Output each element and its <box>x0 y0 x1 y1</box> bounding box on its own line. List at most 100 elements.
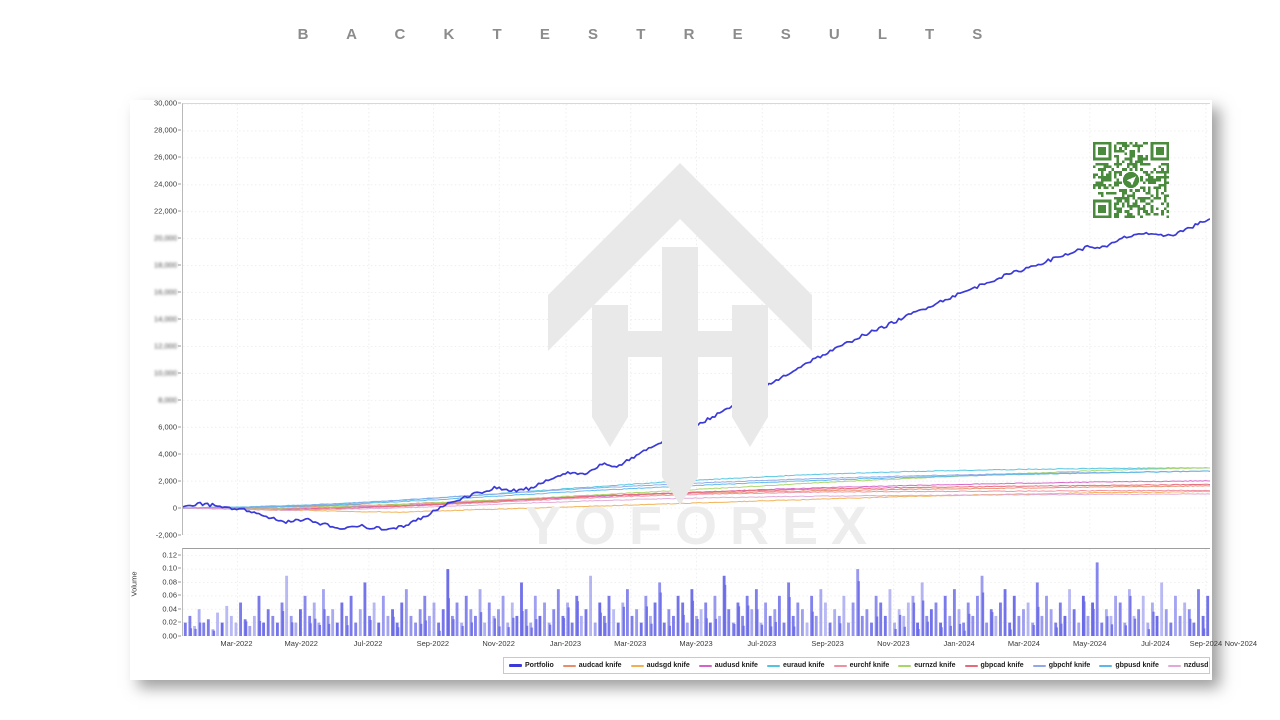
legend-item[interactable]: eurnzd knife <box>898 662 956 669</box>
y-axis-price-ticks: -2,000 0 2,000 4,000 6,000 8,000 10,000 12,000 1… <box>130 99 182 540</box>
legend-label: euraud knife <box>782 662 825 669</box>
y-tick-label: 18,000 <box>154 260 177 270</box>
volume-y-tick-mark <box>178 635 181 637</box>
y-tick-label: 12,000 <box>154 341 177 351</box>
legend-item[interactable]: gbpcad knife <box>964 662 1024 669</box>
y-tick-mark <box>178 183 181 185</box>
y-tick-label: 14,000 <box>154 314 177 324</box>
page-title: B A C K T E S T R E S U L T S <box>297 26 1000 43</box>
legend-item[interactable]: gbpusd knife <box>1099 662 1159 669</box>
x-tick-label: Nov-2023 <box>877 639 910 648</box>
volume-y-tick-label: 0.02 <box>162 617 177 627</box>
equity-curve-svg <box>183 104 1210 535</box>
volume-y-tick-label: 0.08 <box>162 577 177 587</box>
legend-item[interactable]: nzdusd knife <box>1167 662 1209 669</box>
volume-y-tick-mark <box>178 608 181 610</box>
equity-curve-plot <box>182 103 1210 535</box>
volume-y-tick-mark <box>178 554 181 556</box>
y-tick-label: 2,000 <box>158 476 177 486</box>
legend-label: audsgd knife <box>646 662 690 669</box>
y-tick-mark <box>178 102 181 104</box>
x-tick-label: Sep-2022 <box>416 639 450 648</box>
legend-color-swatch <box>1167 664 1181 667</box>
legend-label: audusd knife <box>714 662 758 669</box>
y-tick-label: 6,000 <box>158 422 177 432</box>
legend-color-swatch <box>833 664 847 667</box>
legend-item[interactable]: audsgd knife <box>630 662 690 669</box>
x-tick-label: Sep-2024 <box>1189 639 1223 648</box>
y-tick-label: 30,000 <box>154 98 177 108</box>
x-tick-label: May-2023 <box>679 639 713 648</box>
legend-color-swatch <box>1032 664 1046 667</box>
legend-item[interactable]: Portfolio <box>509 662 554 669</box>
x-tick-label: May-2024 <box>1073 639 1107 648</box>
y-tick-mark <box>178 291 181 293</box>
legend-label: eurnzd knife <box>914 662 956 669</box>
chart-legend[interactable]: Portfolio audcad knife audsgd knife audusd … <box>503 657 1210 674</box>
volume-y-tick-mark <box>178 621 181 623</box>
volume-y-tick-label: 0.12 <box>162 550 177 560</box>
x-tick-label: Mar-2022 <box>220 639 253 648</box>
x-tick-label: Sep-2023 <box>811 639 844 648</box>
y-tick-mark <box>178 210 181 212</box>
y-tick-label: 26,000 <box>154 152 177 162</box>
volume-bars-svg <box>183 549 1210 636</box>
legend-color-swatch <box>698 664 712 667</box>
legend-label: nzdusd knife <box>1183 662 1209 669</box>
y-tick-label: 20,000 <box>154 233 177 243</box>
y-tick-mark <box>178 318 181 320</box>
legend-color-swatch <box>1099 664 1113 667</box>
legend-item[interactable]: audusd knife <box>698 662 758 669</box>
y-tick-label: 24,000 <box>154 179 177 189</box>
volume-y-tick-label: 0.10 <box>162 563 177 573</box>
volume-y-tick-label: 0.04 <box>162 604 177 614</box>
legend-item[interactable]: eurchf knife <box>833 662 890 669</box>
y-tick-mark <box>178 129 181 131</box>
legend-label: Portfolio <box>525 662 554 669</box>
y-tick-mark <box>178 264 181 266</box>
legend-item[interactable]: euraud knife <box>766 662 825 669</box>
legend-color-swatch <box>898 664 912 667</box>
legend-color-swatch <box>509 664 522 667</box>
volume-axis-label: Volume <box>129 571 139 597</box>
legend-label: eurchf knife <box>849 662 890 669</box>
x-tick-label: Jul-2024 <box>1141 639 1170 648</box>
legend-label: gbpcad knife <box>980 662 1024 669</box>
x-tick-label: May-2022 <box>284 639 318 648</box>
y-tick-mark <box>178 345 181 347</box>
x-tick-label: Mar-2024 <box>1007 639 1040 648</box>
y-tick-label: 22,000 <box>154 206 177 216</box>
volume-y-tick-label: 0.06 <box>162 590 177 600</box>
y-tick-mark <box>178 372 181 374</box>
legend-label: gbpchf knife <box>1048 662 1091 669</box>
y-tick-label: 0 <box>172 503 177 513</box>
volume-y-tick-label: 0.00 <box>162 631 177 641</box>
legend-label: audcad knife <box>578 662 622 669</box>
y-tick-mark <box>178 156 181 158</box>
qr-code-telegram-icon[interactable] <box>1093 142 1169 218</box>
volume-y-tick-mark <box>178 594 181 596</box>
legend-item[interactable]: audcad knife <box>562 662 622 669</box>
y-tick-label: 16,000 <box>154 287 177 297</box>
y-axis-volume-ticks: 0.00 0.02 0.04 0.06 0.08 0.10 0.12 <box>130 548 182 641</box>
legend-color-swatch <box>562 664 576 667</box>
y-tick-mark <box>178 480 181 482</box>
x-tick-label: Jan-2023 <box>549 639 582 648</box>
y-tick-mark <box>178 426 181 428</box>
legend-color-swatch <box>766 664 780 667</box>
y-tick-mark <box>178 507 181 509</box>
x-tick-label: Mar-2023 <box>614 639 647 648</box>
y-tick-mark <box>178 399 181 401</box>
y-axis-gutter <box>130 100 182 680</box>
y-tick-mark <box>178 237 181 239</box>
y-tick-label: 4,000 <box>158 449 177 459</box>
x-tick-label: Jan-2024 <box>943 639 975 648</box>
x-tick-label: Nov-2024 <box>1224 639 1258 648</box>
x-tick-label: Jul-2022 <box>353 639 383 648</box>
y-tick-label: 10,000 <box>154 368 177 378</box>
legend-color-swatch <box>964 664 978 667</box>
x-tick-label: Nov-2022 <box>482 639 515 648</box>
legend-item[interactable]: gbpchf knife <box>1032 662 1091 669</box>
y-tick-label: 28,000 <box>154 125 177 135</box>
